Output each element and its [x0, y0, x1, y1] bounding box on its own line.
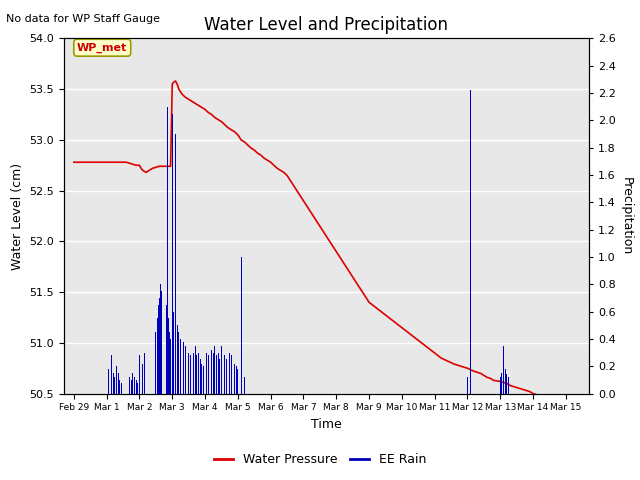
Bar	[209, 360, 211, 394]
Bar	[218, 353, 219, 394]
Bar	[203, 366, 204, 394]
Bar	[244, 377, 245, 394]
Bar	[142, 363, 143, 394]
X-axis label: Time: Time	[311, 418, 342, 431]
Bar	[188, 353, 189, 394]
Bar	[157, 318, 158, 394]
Bar	[226, 360, 227, 394]
Bar	[158, 305, 159, 394]
Bar	[229, 353, 230, 394]
Bar	[187, 350, 188, 394]
Bar	[131, 380, 132, 394]
Bar	[470, 90, 471, 394]
Bar	[161, 291, 162, 394]
Bar	[166, 305, 167, 394]
Bar	[195, 346, 196, 394]
Bar	[167, 107, 168, 394]
Bar	[121, 383, 122, 394]
Bar	[191, 350, 193, 394]
Bar	[180, 339, 181, 394]
Bar	[168, 318, 169, 394]
Text: No data for WP Staff Gauge: No data for WP Staff Gauge	[6, 14, 161, 24]
Bar	[467, 377, 468, 394]
Bar	[169, 332, 170, 394]
Bar	[175, 134, 176, 394]
Text: WP_met: WP_met	[77, 43, 127, 53]
Bar	[232, 360, 234, 394]
Bar	[183, 342, 184, 394]
Bar	[234, 363, 235, 394]
Bar	[113, 373, 114, 394]
Bar	[237, 369, 238, 394]
Bar	[159, 298, 160, 394]
Bar	[193, 353, 194, 394]
Bar	[509, 346, 511, 394]
Bar	[208, 355, 209, 394]
Y-axis label: Precipitation: Precipitation	[620, 177, 632, 255]
Bar	[116, 366, 117, 394]
Bar	[132, 373, 133, 394]
Bar	[119, 380, 120, 394]
Bar	[190, 355, 191, 394]
Bar	[129, 377, 130, 394]
Bar	[108, 369, 109, 394]
Bar	[236, 366, 237, 394]
Bar	[111, 355, 112, 394]
Bar	[134, 377, 135, 394]
Bar	[508, 377, 509, 394]
Bar	[231, 355, 232, 394]
Bar	[139, 355, 140, 394]
Bar	[505, 369, 506, 394]
Bar	[221, 346, 222, 394]
Bar	[506, 374, 508, 394]
Bar	[164, 298, 165, 394]
Bar	[216, 355, 217, 394]
Y-axis label: Water Level (cm): Water Level (cm)	[11, 162, 24, 270]
Bar	[211, 350, 212, 394]
Bar	[198, 353, 199, 394]
Bar	[185, 346, 186, 394]
Legend: Water Pressure, EE Rain: Water Pressure, EE Rain	[209, 448, 431, 471]
Bar	[170, 339, 171, 394]
Bar	[145, 346, 147, 394]
Title: Water Level and Precipitation: Water Level and Precipitation	[204, 16, 449, 34]
Bar	[144, 353, 145, 394]
Bar	[109, 363, 110, 394]
Bar	[196, 355, 197, 394]
Bar	[173, 312, 174, 394]
Bar	[224, 355, 225, 394]
Bar	[214, 346, 215, 394]
Bar	[503, 346, 504, 394]
Bar	[206, 353, 207, 394]
Bar	[213, 353, 214, 394]
Bar	[172, 114, 173, 394]
